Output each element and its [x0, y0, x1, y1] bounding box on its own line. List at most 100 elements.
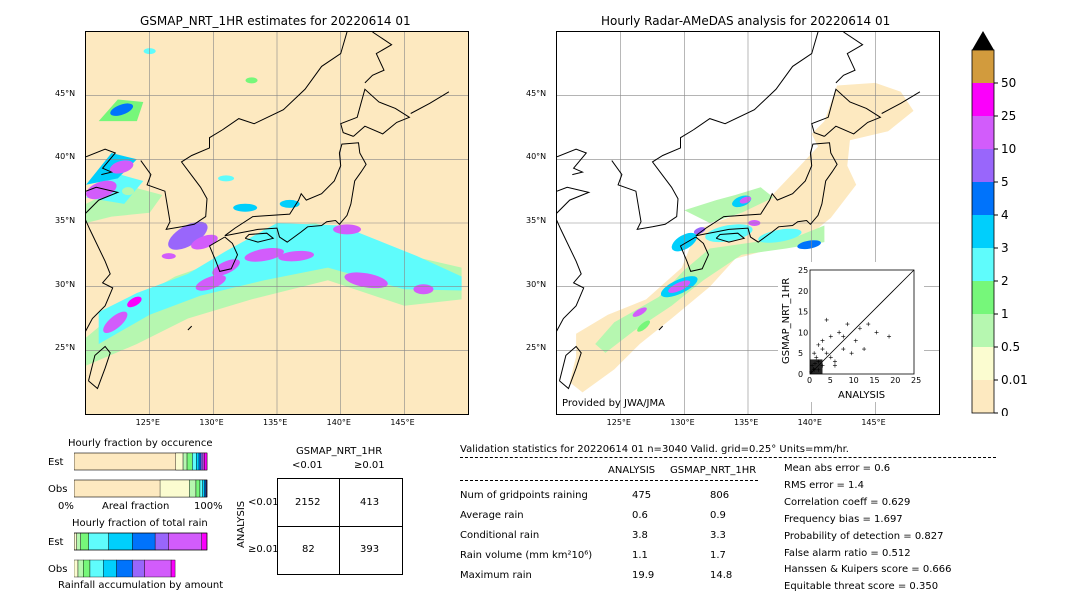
coastline [811, 88, 882, 137]
rain-core [244, 247, 284, 262]
scatter-x-tick: 15 [869, 376, 879, 385]
coastline [187, 325, 193, 331]
colorbar-segment [972, 314, 994, 347]
total-rain-est-segment [80, 532, 89, 551]
rain-core [278, 250, 315, 262]
left-lat-tick: 30°N [55, 279, 76, 289]
rain-core [191, 234, 218, 250]
colorbar-frame [971, 49, 995, 414]
colorbar-tick-label: 50 [1001, 76, 1016, 90]
rain-core [86, 180, 117, 200]
radar-moderate [637, 320, 651, 332]
right-lat-tick: 40°N [526, 152, 547, 162]
contingency-grid: 2152 413 82 393 [277, 478, 403, 575]
colorbar-segment [972, 215, 994, 248]
contingency-hline [278, 526, 402, 527]
coastline [559, 345, 582, 390]
colorbar-segment [972, 50, 994, 83]
colorbar-tick-label: 4 [1001, 208, 1009, 222]
colorbar-segment [972, 248, 994, 281]
contingency-header: GSMAP_NRT_1HR [296, 446, 383, 457]
occurrence-est-label: Est [48, 457, 64, 468]
right-lon-tick: 135°E [734, 418, 759, 427]
contingency-cell-22: 393 [360, 544, 380, 555]
coastline [86, 148, 117, 176]
right-lon-tick: 130°E [670, 418, 695, 427]
rain-core [103, 311, 128, 334]
scatter-y-tick: 25 [798, 266, 808, 275]
validation-row-analysis: 475 [632, 490, 652, 501]
rain-core [168, 221, 208, 250]
validation-row-gsmap: 0.9 [710, 510, 726, 521]
rain-core [344, 272, 388, 289]
occurrence-title: Hourly fraction by occurence [68, 438, 213, 449]
colorbar-segment [972, 116, 994, 149]
scatter-y-tick: 0 [798, 370, 803, 379]
coastline [244, 232, 275, 243]
occurrence-est-segment [175, 452, 184, 471]
radar-light-band [595, 225, 825, 353]
scatter-point [837, 330, 842, 335]
validation-score: Correlation coeff = 0.629 [784, 496, 911, 508]
validation-score: Hanssen & Kuipers score = 0.666 [784, 564, 952, 576]
total-rain-obs-segment [116, 559, 133, 578]
right-lat-tick: 25°N [526, 343, 547, 353]
total-rain-est-segment [132, 532, 156, 551]
validation-row-label: Conditional rain [460, 530, 540, 541]
colorbar-tick-label: 1 [1001, 307, 1009, 321]
scatter-point [841, 347, 846, 352]
rain-core [110, 103, 134, 116]
scatter-y-tick: 5 [798, 349, 803, 358]
occurrence-est-segment [192, 452, 197, 471]
scatter-point [812, 351, 817, 356]
right-lon-tick: 145°E [861, 418, 886, 427]
contingency-cell-12: 413 [360, 497, 380, 508]
colorbar-tick-label: 0 [1001, 406, 1009, 416]
right-lon-tick: 140°E [797, 418, 822, 427]
colorbar-segment [972, 83, 994, 116]
validation-score: Mean abs error = 0.6 [784, 463, 891, 474]
scatter-point [866, 322, 871, 327]
coastline [221, 32, 348, 131]
occurrence-axis-left: 0% [58, 501, 74, 512]
left-map [85, 31, 469, 415]
contingency-col1: <0.01 [292, 460, 323, 471]
coastline [86, 186, 120, 376]
right-lon-tick: 125°E [606, 418, 631, 427]
radar-core [797, 240, 821, 250]
total-rain-est-segment [154, 532, 169, 551]
left-lat-tick: 25°N [55, 343, 76, 353]
colorbar-segment [972, 281, 994, 314]
rain-core [413, 284, 434, 295]
left-lat-tick: 35°N [55, 216, 76, 225]
occurrence-obs-segment [195, 479, 201, 498]
colorbar-extend-arrow [972, 31, 994, 50]
validation-row-analysis: 19.9 [632, 570, 655, 581]
coastline [224, 142, 367, 243]
occurrence-axis-mid: Areal fraction [102, 501, 170, 512]
coastline [715, 232, 746, 243]
contingency-col2: ≥0.01 [354, 460, 385, 471]
scatter-x-tick: 25 [911, 376, 921, 385]
total-rain-est-segment [168, 532, 202, 551]
coastline [557, 186, 591, 376]
right-lat-tick: 35°N [526, 216, 547, 225]
scatter-point [841, 334, 846, 339]
radar-core [739, 196, 752, 204]
occurrence-est-segment [182, 452, 188, 471]
scatter-point [849, 351, 854, 356]
total-rain-obs-segment [83, 559, 91, 578]
occurrence-bars [74, 452, 208, 498]
occurrence-obs-label: Obs [48, 484, 68, 495]
scatter-x-tick: 0 [807, 376, 812, 385]
total-rain-obs-segment [103, 559, 117, 578]
validation-row-gsmap: 3.3 [710, 530, 726, 541]
coastline [88, 345, 111, 390]
total-rain-obs-label: Obs [48, 564, 68, 575]
total-rain-obs-segment [77, 559, 84, 578]
left-lon-tick: 130°E [199, 418, 224, 427]
validation-row-label: Num of gridpoints raining [460, 490, 588, 501]
coastline [557, 148, 588, 176]
occurrence-est-segment [200, 452, 204, 471]
scatter-point [824, 317, 829, 322]
